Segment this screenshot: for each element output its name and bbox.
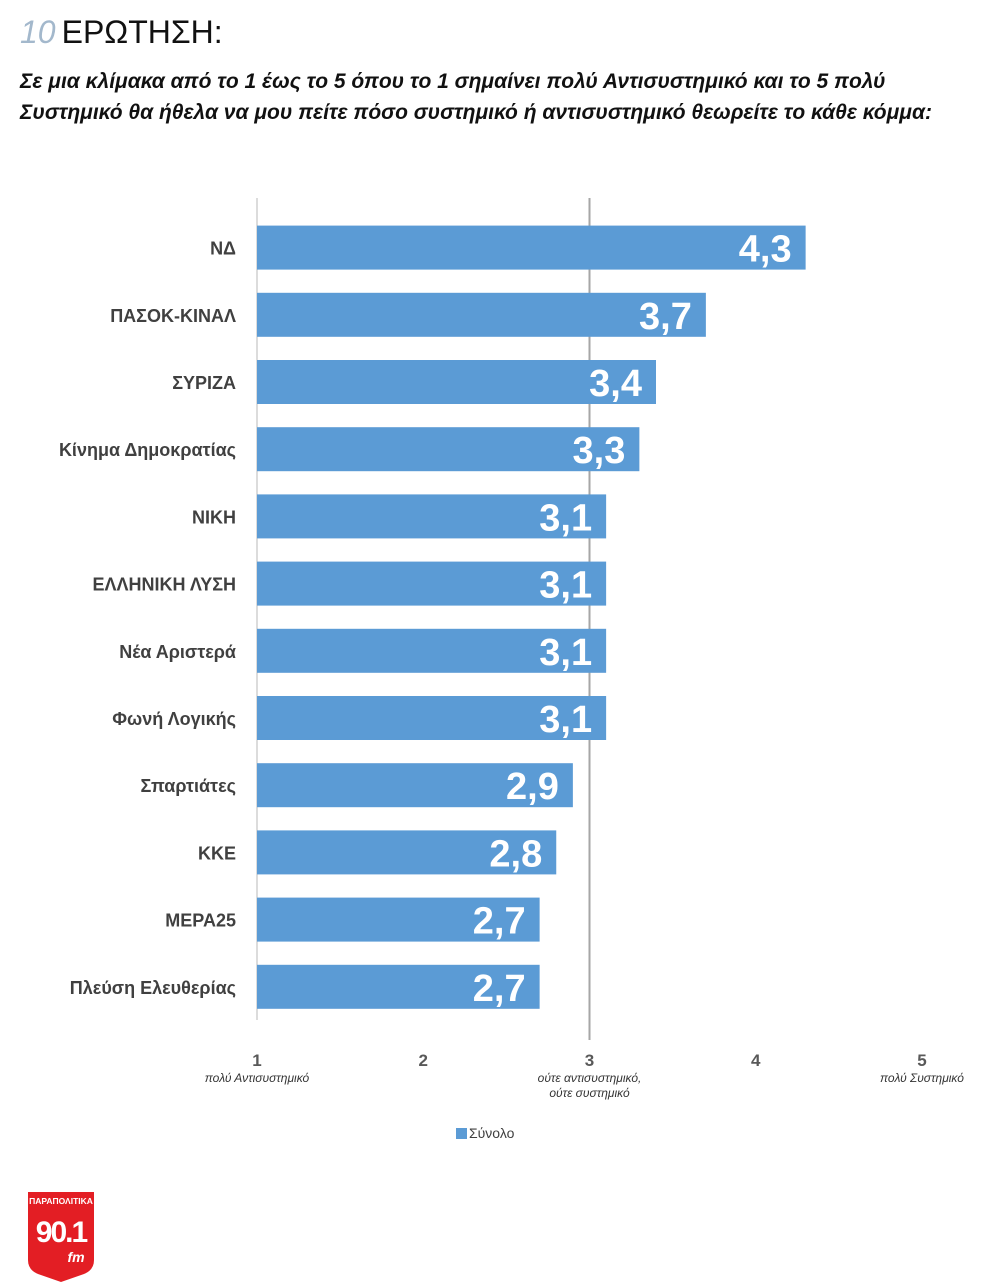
bar	[257, 292, 706, 337]
logo-brand-text: ΠΑΡΑΠΟΛΙΤΙΚΑ	[29, 1196, 93, 1206]
x-tick-label: 2	[419, 1051, 428, 1070]
category-label: Κίνημα Δημοκρατίας	[59, 440, 236, 460]
bar	[257, 897, 540, 942]
x-tick-sublabel: ούτε αντισυστημικό,	[538, 1071, 642, 1085]
question-text: Σε μια κλίμακα από το 1 έως το 5 όπου το…	[20, 70, 932, 124]
data-label: 3,4	[589, 363, 642, 405]
x-tick-label: 5	[917, 1051, 926, 1070]
data-label: 3,1	[539, 632, 592, 674]
bar	[257, 360, 656, 404]
bar	[257, 561, 607, 606]
category-label: ΚΚΕ	[198, 843, 236, 863]
category-label: ΕΛΛΗΝΙΚΗ ΛΥΣΗ	[92, 575, 236, 595]
data-label: 2,7	[473, 901, 526, 943]
data-label: 4,3	[739, 229, 792, 271]
category-label: Νέα Αριστερά	[119, 642, 236, 662]
question-number: 10	[20, 14, 56, 50]
data-label: 3,7	[639, 296, 692, 338]
bar	[257, 225, 806, 270]
x-tick-sublabel: πολύ Αντισυστημικό	[205, 1071, 310, 1085]
category-label: ΜΕΡΑ25	[165, 911, 236, 931]
data-label: 2,9	[506, 766, 559, 808]
bar	[257, 628, 607, 673]
question-header: 10 ΕΡΩΤΗΣΗ:	[20, 10, 223, 54]
data-label: 2,7	[473, 968, 526, 1010]
category-label: Σπαρτιάτες	[140, 776, 236, 796]
legend-swatch	[456, 1128, 467, 1139]
x-tick-sublabel: πολύ Συστημικό	[880, 1071, 964, 1085]
data-label: 2,8	[489, 833, 542, 875]
bar	[257, 494, 607, 539]
logo-frequency-text: 90.1	[36, 1216, 88, 1249]
category-label: ΣΥΡΙΖΑ	[172, 373, 236, 393]
bar-chart: ΝΔ 4,3 ΠΑΣΟΚ-ΚΙΝΑΛ 3,7 ΣΥΡΙΖΑ 3,4 Κίνημα Δημοκ…	[59, 198, 964, 1141]
x-tick-label: 1	[252, 1051, 261, 1070]
category-label: Φωνή Λογικής	[112, 709, 236, 729]
bar	[257, 964, 540, 1009]
bar	[257, 763, 573, 808]
data-label: 3,3	[573, 430, 626, 472]
logo-band-text: fm	[67, 1249, 84, 1265]
data-label: 3,1	[539, 565, 592, 607]
bar	[257, 696, 607, 740]
bar	[257, 427, 640, 472]
bar	[257, 830, 557, 875]
logo-shield	[28, 1192, 94, 1282]
x-tick-label: 4	[751, 1051, 761, 1070]
radio-logo: ΠΑΡΑΠΟΛΙΤΙΚΑ 90.1 fm	[28, 1192, 94, 1282]
legend-label: Σύνολο	[469, 1125, 515, 1141]
category-label: ΠΑΣΟΚ-ΚΙΝΑΛ	[110, 306, 236, 326]
x-tick-label: 3	[585, 1051, 594, 1070]
category-label: Πλεύση Ελευθερίας	[70, 978, 236, 998]
data-label: 3,1	[539, 497, 592, 539]
x-tick-sublabel: ούτε συστημικό	[549, 1086, 630, 1100]
question-label: ΕΡΩΤΗΣΗ:	[61, 14, 223, 50]
data-label: 3,1	[539, 699, 592, 741]
category-label: ΝΙΚΗ	[192, 507, 236, 527]
category-label: ΝΔ	[210, 239, 236, 259]
